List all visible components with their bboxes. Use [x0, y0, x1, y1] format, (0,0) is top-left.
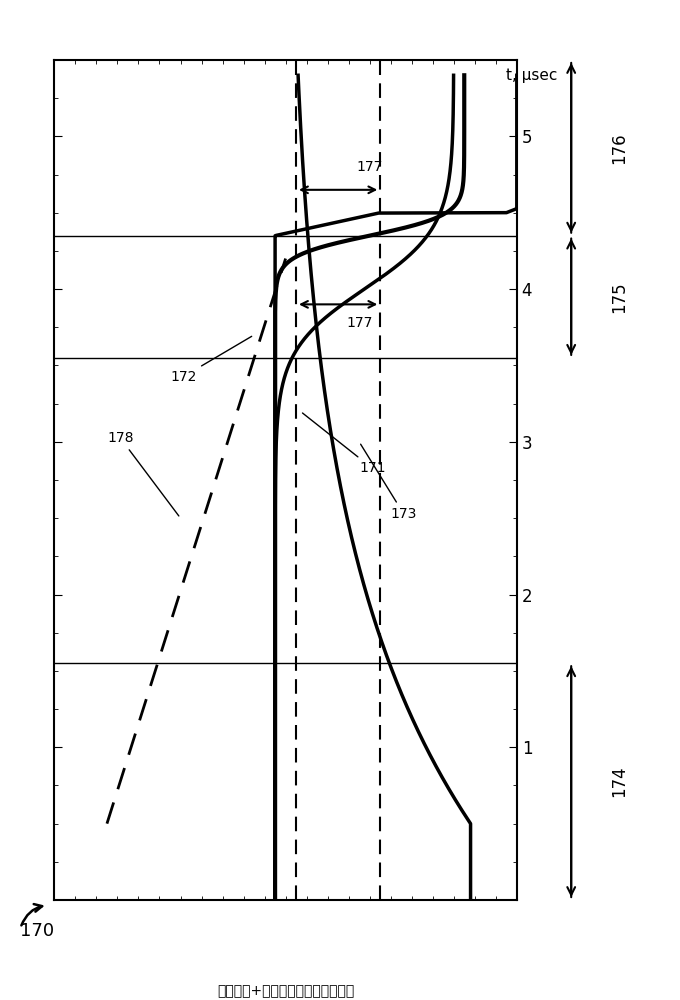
- Text: 178: 178: [107, 431, 179, 516]
- Text: 172: 172: [170, 336, 252, 384]
- Text: 173: 173: [360, 444, 417, 521]
- Text: 175: 175: [610, 281, 628, 313]
- Text: 177: 177: [356, 160, 383, 174]
- Text: 光发强度+光发强度电压电流影响激: 光发强度+光发强度电压电流影响激: [217, 984, 354, 998]
- Text: 174: 174: [610, 766, 628, 797]
- Text: 171: 171: [303, 413, 386, 475]
- Text: 176: 176: [610, 132, 628, 164]
- Text: t, μsec: t, μsec: [507, 68, 558, 83]
- Text: 170: 170: [20, 922, 54, 940]
- Text: 177: 177: [346, 316, 373, 330]
